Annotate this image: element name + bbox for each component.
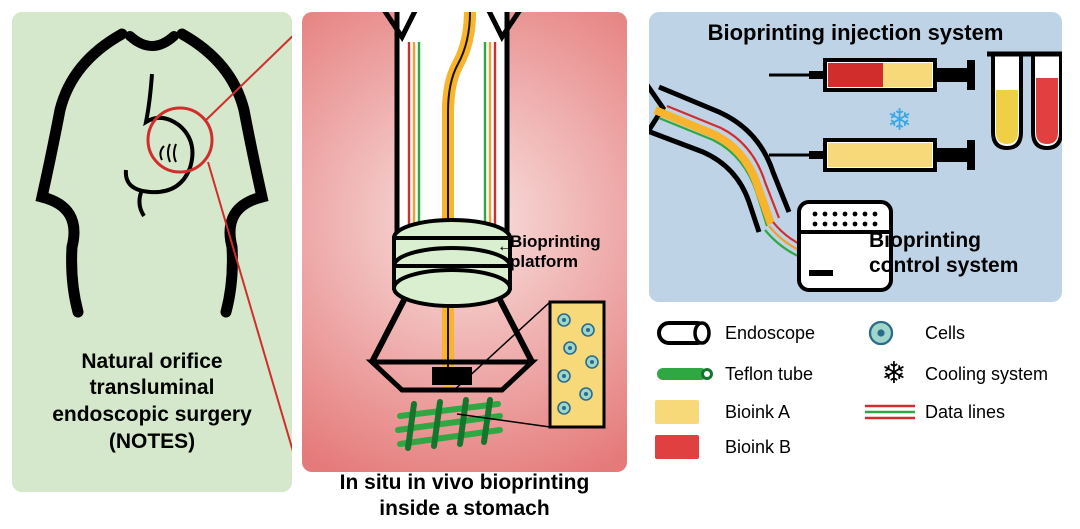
highlight-circle-icon (148, 108, 212, 172)
guide-line-icon (206, 27, 292, 120)
legend-label: Data lines (925, 402, 1062, 423)
panel-notes-caption: Natural orifice transluminal endoscopic … (12, 349, 292, 457)
control-system-title: Bioprinting control system (869, 228, 1018, 278)
right-column: Bioprinting injection system (637, 0, 1080, 529)
stomach-icon (126, 74, 193, 216)
bioinkA-legend-icon (655, 400, 699, 424)
teflon-tube-icon (448, 12, 470, 382)
figure-root: Natural orifice transluminal endoscopic … (0, 0, 1080, 529)
endoscope-segment-icon (649, 82, 789, 232)
legend-label: Cooling system (925, 364, 1062, 385)
endoscope-legend-icon (655, 319, 711, 347)
cells-legend-icon (863, 318, 903, 348)
teflon-legend-icon (655, 363, 715, 385)
snowflake-legend-icon: ❄ (863, 359, 925, 389)
panel-systems: Bioprinting injection system (649, 12, 1062, 302)
printed-grid-icon (398, 400, 500, 448)
datalines-to-controller-icon (765, 222, 814, 262)
snowflake-icon: ❄ (887, 104, 912, 137)
legend: Endoscope Cells Teflon tube ❄ Cooling sy… (655, 318, 1062, 459)
test-tube-a-icon (987, 54, 1027, 148)
datalines-icon (409, 42, 495, 234)
endoscope-icon (382, 12, 522, 232)
legend-label: Bioink A (725, 402, 863, 423)
legend-label: Teflon tube (725, 364, 863, 385)
datalines-legend-icon (863, 402, 917, 422)
platform-label: Bioprinting platform (510, 232, 601, 273)
test-tube-b-icon (1027, 54, 1062, 148)
legend-label: Endoscope (725, 323, 863, 344)
bioinkB-legend-icon (655, 435, 699, 459)
syringe-b-icon (769, 140, 975, 170)
syringe-a-icon (769, 60, 975, 90)
legend-label: Cells (925, 323, 1062, 344)
panel-insitu-caption: In situ in vivo bioprinting inside a sto… (292, 470, 637, 523)
panel-center-wrap: ← Bioprinting platform In situ in vivo b… (292, 0, 637, 529)
cells-inset-icon (452, 302, 604, 427)
legend-label: Bioink B (725, 437, 863, 458)
torso-icon (42, 34, 262, 312)
injection-system-title: Bioprinting injection system (649, 20, 1062, 46)
panel-notes: Natural orifice transluminal endoscopic … (12, 12, 292, 492)
